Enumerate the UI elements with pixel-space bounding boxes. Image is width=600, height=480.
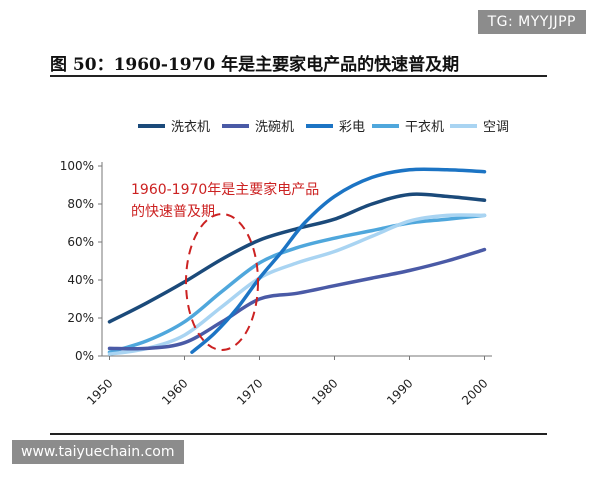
annotation-text: 的快速普及期 — [131, 204, 215, 220]
y-tick-label: 100% — [60, 159, 94, 173]
highlight-ellipse — [185, 213, 259, 351]
chart-legend: 洗衣机 洗碗机 彩电 干衣机 空调 — [138, 119, 509, 135]
bottom-rule — [50, 433, 547, 435]
series-line-e5b9b2e8a1a3e69cba — [107, 213, 487, 354]
title-rule — [50, 75, 547, 77]
website-watermark: www.taiyuechain.com — [12, 440, 184, 464]
y-tick-label: 20% — [67, 311, 94, 325]
y-tick-label: 0% — [75, 349, 94, 363]
series-line-e6b497e7a297e69cba — [107, 247, 487, 351]
x-tick-label: 1950 — [84, 376, 115, 407]
x-tick-label: 1980 — [309, 376, 340, 407]
x-tick-label: 1970 — [234, 376, 265, 407]
figure-title: 图 50：1960-1970 年是主要家电产品的快速普及期 — [50, 55, 460, 75]
x-tick-label: 1990 — [384, 376, 415, 407]
chart-series — [107, 167, 487, 356]
series-line-e5bda9e794b5 — [190, 167, 487, 354]
y-tick-label: 60% — [67, 235, 94, 249]
series-line-e7a9bae8b083 — [107, 213, 487, 356]
legend-label: 干衣机 — [405, 119, 444, 135]
legend-label: 彩电 — [339, 120, 365, 135]
y-tick-label: 80% — [67, 197, 94, 211]
legend-label: 空调 — [483, 120, 509, 135]
legend-label: 洗碗机 — [255, 119, 294, 135]
y-tick-label: 40% — [67, 273, 94, 287]
x-tick-label: 2000 — [459, 376, 490, 407]
x-tick-label: 1960 — [159, 376, 190, 407]
annotation-text: 1960-1970年是主要家电产品 — [131, 181, 319, 198]
legend-label: 洗衣机 — [171, 119, 210, 135]
watermark-tag: TG: MYYJJPP — [477, 10, 586, 34]
series-line-e6b497e8a1a3e69cba — [107, 192, 487, 324]
